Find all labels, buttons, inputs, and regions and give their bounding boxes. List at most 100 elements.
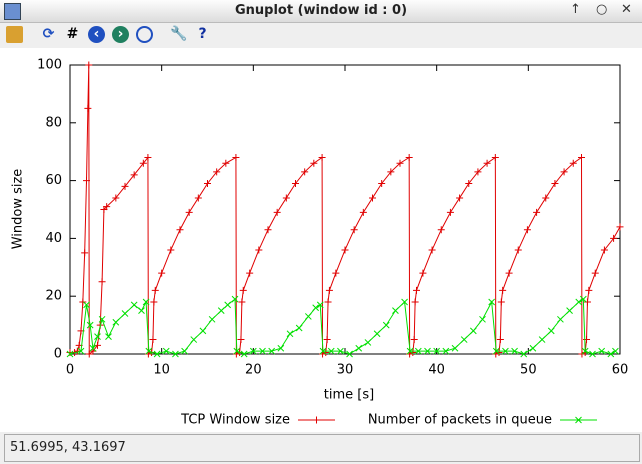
- point-marker: [585, 286, 593, 294]
- point-marker: [396, 159, 404, 167]
- point-marker: [566, 307, 573, 315]
- unzoom-button[interactable]: [136, 26, 153, 43]
- x-tick-label: 10: [153, 363, 170, 378]
- point-marker: [295, 324, 303, 332]
- point-marker: [364, 339, 372, 346]
- x-tick-label: 60: [612, 363, 629, 378]
- point-marker: [213, 168, 221, 176]
- point-marker: [350, 226, 358, 234]
- point-marker: [319, 347, 327, 355]
- point-marker: [144, 153, 152, 161]
- point-marker: [497, 298, 505, 306]
- point-marker: [194, 194, 202, 202]
- copy-button[interactable]: [6, 26, 23, 43]
- point-marker: [488, 298, 496, 306]
- point-marker: [502, 347, 509, 355]
- point-marker: [413, 286, 420, 294]
- point-marker: [547, 327, 555, 335]
- point-marker: [529, 344, 537, 352]
- point-marker: [437, 226, 445, 234]
- point-marker: [84, 104, 92, 112]
- point-marker: [387, 168, 395, 176]
- point-marker: [162, 347, 170, 355]
- point-marker: [578, 153, 585, 161]
- point-marker: [98, 278, 106, 286]
- point-marker: [414, 347, 422, 355]
- point-marker: [392, 307, 399, 315]
- point-marker: [491, 153, 499, 161]
- point-marker: [323, 336, 331, 344]
- point-marker: [410, 336, 418, 344]
- zoom-next-button[interactable]: ›: [112, 26, 129, 43]
- point-marker: [89, 344, 97, 352]
- point-marker: [112, 318, 120, 326]
- point-marker: [145, 347, 153, 355]
- point-marker: [332, 269, 340, 277]
- grid-button[interactable]: #: [66, 26, 79, 42]
- point-marker: [66, 350, 74, 358]
- point-marker: [465, 179, 473, 187]
- point-marker: [85, 61, 93, 69]
- point-marker: [578, 350, 586, 358]
- point-marker: [600, 246, 608, 254]
- point-marker: [310, 159, 318, 167]
- x-tick-label: 40: [428, 363, 445, 378]
- point-marker: [138, 307, 145, 315]
- point-marker: [105, 333, 112, 341]
- legend-label: TCP Window size: [180, 413, 290, 428]
- x-tick-label: 20: [245, 363, 262, 378]
- raise-button[interactable]: ↑: [570, 2, 581, 17]
- point-marker: [153, 350, 161, 358]
- point-marker: [579, 295, 587, 303]
- point-marker: [612, 347, 619, 355]
- point-marker: [324, 298, 332, 306]
- point-marker: [581, 347, 589, 355]
- help-button[interactable]: ?: [198, 26, 207, 42]
- options-button[interactable]: 🔧: [170, 26, 188, 42]
- point-marker: [520, 350, 528, 358]
- point-marker: [204, 179, 211, 187]
- point-marker: [378, 179, 386, 187]
- point-marker: [514, 246, 522, 254]
- point-marker: [405, 153, 413, 161]
- maximize-button[interactable]: ○: [596, 2, 608, 17]
- point-marker: [433, 347, 441, 355]
- point-marker: [401, 298, 408, 306]
- point-marker: [150, 298, 158, 306]
- point-marker: [142, 298, 150, 306]
- x-tick-label: 30: [337, 363, 354, 378]
- point-marker: [268, 347, 276, 355]
- point-marker: [341, 246, 349, 254]
- point-marker: [282, 194, 290, 202]
- point-marker: [81, 249, 89, 257]
- zoom-prev-button[interactable]: ‹: [88, 26, 105, 43]
- chart: time [s] Window size 0 10 20 30 40 50 60 0 20 40 6…: [0, 48, 642, 432]
- point-marker: [542, 194, 550, 202]
- point-marker: [246, 269, 254, 277]
- toolbar: ⟳ # ‹ › 🔧 ?: [0, 23, 642, 47]
- point-marker: [130, 171, 138, 179]
- point-marker: [121, 310, 129, 317]
- x-tick-label: 50: [520, 363, 537, 378]
- point-marker: [277, 344, 285, 352]
- point-marker: [231, 295, 239, 303]
- point-marker: [130, 301, 138, 309]
- point-marker: [139, 159, 147, 167]
- point-marker: [492, 347, 500, 355]
- point-marker: [79, 298, 87, 306]
- point-marker: [523, 226, 531, 234]
- point-marker: [557, 315, 564, 323]
- y-tick-label: 40: [45, 231, 62, 246]
- close-button[interactable]: ✕: [621, 2, 632, 17]
- point-marker: [505, 269, 513, 277]
- point-marker: [318, 153, 326, 161]
- point-marker: [616, 223, 624, 231]
- point-marker: [346, 350, 353, 358]
- point-marker: [479, 315, 486, 323]
- point-marker: [406, 347, 414, 355]
- point-marker: [359, 208, 367, 216]
- status-bar: 51.6995, 43.1697: [4, 434, 640, 462]
- point-marker: [575, 298, 583, 306]
- point-marker: [301, 168, 309, 176]
- replot-button[interactable]: ⟳: [42, 26, 55, 42]
